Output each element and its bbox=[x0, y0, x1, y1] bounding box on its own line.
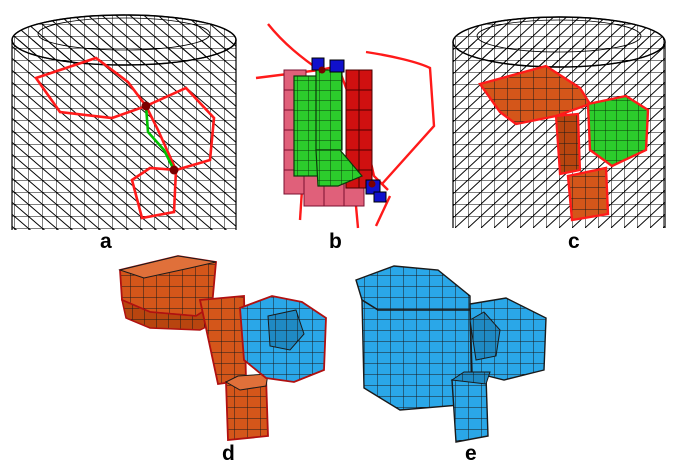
blue-hex-mesh-d bbox=[239, 295, 327, 383]
seam-edges-a bbox=[144, 105, 176, 171]
panel-a: a bbox=[11, 14, 237, 253]
panel-label-c: c bbox=[568, 230, 580, 253]
panel-label-b: b bbox=[329, 230, 342, 253]
cylinder-wireframe-a bbox=[11, 14, 237, 230]
panel-label-d: d bbox=[222, 442, 235, 465]
panel-e: e bbox=[355, 265, 547, 465]
panel-d: d bbox=[118, 255, 327, 465]
blue-hex-mesh-e bbox=[355, 265, 547, 443]
panel-label-a: a bbox=[100, 230, 112, 253]
node-dot-icon bbox=[368, 180, 376, 188]
panel-label-e: e bbox=[465, 442, 477, 465]
orange-region-c bbox=[478, 64, 610, 222]
panel-c: c bbox=[452, 16, 666, 253]
node-dot-icon bbox=[169, 165, 179, 175]
orange-hex-mesh-d bbox=[118, 255, 269, 441]
node-dot-icon bbox=[318, 66, 326, 74]
green-block-chain bbox=[293, 69, 363, 187]
green-region-c bbox=[586, 94, 650, 168]
node-dot-icon bbox=[141, 101, 151, 111]
panel-b: b bbox=[255, 23, 436, 253]
